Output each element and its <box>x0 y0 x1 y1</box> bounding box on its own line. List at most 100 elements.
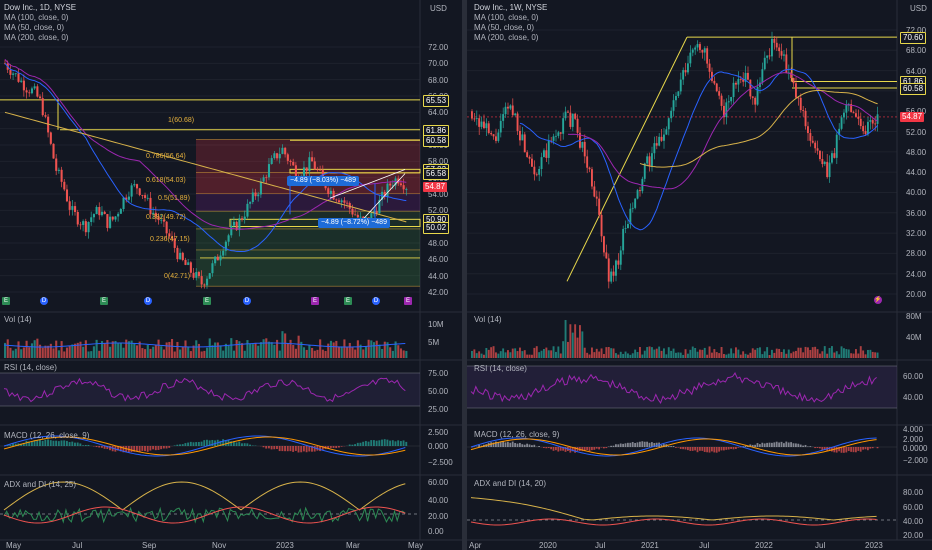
left-chart-panel[interactable]: Dow Inc., 1D, NYSE MA (100, close, 0) MA… <box>0 0 462 550</box>
event-marker[interactable]: E <box>100 297 108 305</box>
candle-body <box>552 136 555 141</box>
volume-bar <box>622 353 625 358</box>
macd-histogram <box>84 444 87 446</box>
left-adx-title[interactable]: ADX and DI (14, 25) <box>4 480 77 489</box>
macd-histogram <box>230 441 233 446</box>
event-marker[interactable]: E <box>203 297 211 305</box>
event-marker[interactable]: E <box>2 297 10 305</box>
candle-body <box>821 159 824 165</box>
ma50-line <box>519 68 878 231</box>
right-macd-title[interactable]: MACD (12, 26, close, 9) <box>474 430 560 439</box>
candle-body <box>655 143 658 146</box>
volume-bar <box>111 341 114 358</box>
volume-bar <box>756 348 759 358</box>
macd-histogram <box>297 446 300 453</box>
candle-body <box>170 236 174 239</box>
left-symbol-title[interactable]: Dow Inc., 1D, NYSE <box>4 3 77 12</box>
candle-body <box>838 128 841 135</box>
right-indicator-ma100[interactable]: MA (100, close, 0) <box>474 13 539 22</box>
volume-bar <box>713 349 716 358</box>
right-time-tick: Jul <box>699 541 710 550</box>
candle-body <box>22 80 25 91</box>
event-marker[interactable]: E <box>404 297 412 305</box>
macd-histogram <box>33 440 36 446</box>
macd-histogram <box>631 442 634 447</box>
volume-bar <box>663 348 665 358</box>
volume-bar <box>595 348 598 358</box>
left-macd-title[interactable]: MACD (12, 26, close, 9) <box>4 431 90 440</box>
macd-histogram <box>708 447 711 453</box>
candle-body <box>292 161 295 166</box>
right-adx-title[interactable]: ADX and DI (14, 20) <box>474 479 547 488</box>
macd-histogram <box>509 442 512 447</box>
macd-histogram <box>732 447 735 450</box>
event-marker[interactable]: D <box>243 297 251 305</box>
left-adx-axis-20: 20.00 <box>428 512 449 521</box>
volume-bar <box>197 343 201 358</box>
candle-body <box>799 97 802 111</box>
candle-body <box>235 221 238 231</box>
left-indicator-ma100[interactable]: MA (100, close, 0) <box>4 13 69 22</box>
macd-histogram <box>181 444 184 446</box>
candle-body <box>869 120 872 122</box>
volume-bar <box>843 348 845 358</box>
left-volume-title[interactable]: Vol (14) <box>4 315 32 324</box>
volume-bar <box>504 352 507 358</box>
macd-histogram <box>25 440 28 446</box>
event-marker[interactable]: D <box>144 297 152 305</box>
volume-bar <box>284 333 287 358</box>
volume-bar <box>543 349 545 358</box>
right-chart-canvas[interactable] <box>467 0 932 550</box>
volume-bar <box>857 353 860 358</box>
macd-histogram <box>154 446 157 451</box>
right-symbol-title[interactable]: Dow Inc., 1W, NYSE <box>474 3 548 12</box>
event-marker[interactable]: E <box>344 297 352 305</box>
volume-bar <box>179 349 182 358</box>
left-rsi-title[interactable]: RSI (14, close) <box>4 363 57 372</box>
candle-body <box>473 118 476 120</box>
candle-body <box>257 194 260 197</box>
left-chart-canvas[interactable] <box>0 0 462 550</box>
split-icon[interactable]: ⚡ <box>874 296 882 304</box>
right-volume-title[interactable]: Vol (14) <box>474 315 502 324</box>
right-chart-panel[interactable]: Dow Inc., 1W, NYSE MA (100, close, 0) MA… <box>467 0 932 550</box>
macd-histogram <box>305 446 308 453</box>
volume-bar <box>574 324 577 358</box>
volume-bar <box>785 353 788 358</box>
macd-histogram <box>399 441 402 446</box>
volume-bar <box>593 352 596 358</box>
macd-histogram <box>713 447 716 453</box>
left-indicator-ma200[interactable]: MA (200, close, 0) <box>4 33 69 42</box>
volume-bar <box>867 349 869 358</box>
left-time-tick: 2023 <box>276 541 294 550</box>
candle-body <box>749 79 752 97</box>
volume-bar <box>238 341 241 358</box>
candle-body <box>329 190 332 195</box>
right-indicator-ma200[interactable]: MA (200, close, 0) <box>474 33 539 42</box>
macd-histogram <box>74 442 76 446</box>
macd-histogram <box>855 447 857 453</box>
right-price-tick: 52.00 <box>906 127 927 137</box>
left-indicator-ma50[interactable]: MA (50, close, 0) <box>4 23 65 32</box>
candle-body <box>133 184 136 186</box>
event-marker[interactable]: E <box>311 297 319 305</box>
candle-body <box>12 73 15 75</box>
volume-bar <box>359 344 362 358</box>
measure-callout-1[interactable]: −4.89 (−8.03%) −489 <box>287 176 359 186</box>
right-rsi-title[interactable]: RSI (14, close) <box>474 364 527 373</box>
macd-histogram <box>200 441 203 446</box>
measure-callout-2[interactable]: −4.89 (−8.72%) −489 <box>318 218 390 228</box>
volume-bar <box>329 340 332 358</box>
candle-body <box>555 135 557 137</box>
candle-body <box>739 79 742 80</box>
event-marker[interactable]: D <box>40 297 48 305</box>
macd-histogram <box>840 447 843 453</box>
panel-divider[interactable] <box>462 0 467 550</box>
candle-body <box>516 113 519 131</box>
event-marker[interactable]: D <box>372 297 380 305</box>
right-indicator-ma50[interactable]: MA (50, close, 0) <box>474 23 535 32</box>
candle-body <box>208 273 211 279</box>
macd-histogram <box>804 444 807 447</box>
volume-bar <box>703 347 706 358</box>
candle-body <box>780 51 783 56</box>
